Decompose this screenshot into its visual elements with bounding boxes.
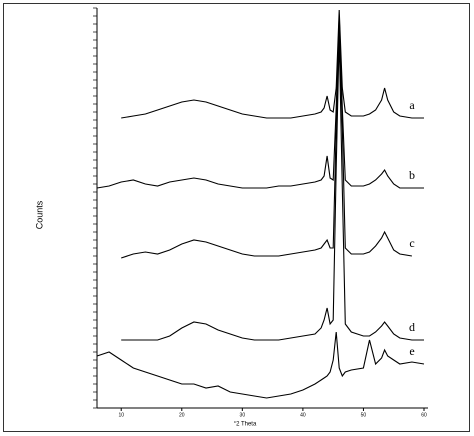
- x-tick-label: 60: [421, 412, 427, 418]
- trace-label: c: [409, 236, 414, 250]
- trace-label: a: [409, 98, 415, 112]
- x-tick-label: 40: [300, 412, 306, 418]
- xrd-trace: [121, 35, 424, 341]
- trace-label: b: [409, 168, 415, 182]
- trace-label: e: [409, 344, 414, 358]
- xrd-trace: [96, 331, 425, 399]
- x-tick-label: 50: [361, 412, 367, 418]
- xrd-trace: [121, 23, 412, 259]
- frame: [3, 3, 470, 432]
- x-tick-label: 30: [240, 412, 246, 418]
- xrd-trace: [121, 9, 424, 119]
- xrd-trace: [96, 15, 424, 189]
- y-axis-label: Counts: [34, 200, 44, 229]
- trace-label: d: [409, 320, 415, 334]
- x-tick-label: 20: [179, 412, 185, 418]
- x-tick-label: 10: [118, 412, 124, 418]
- x-axis-label: °2 Theta: [234, 422, 257, 428]
